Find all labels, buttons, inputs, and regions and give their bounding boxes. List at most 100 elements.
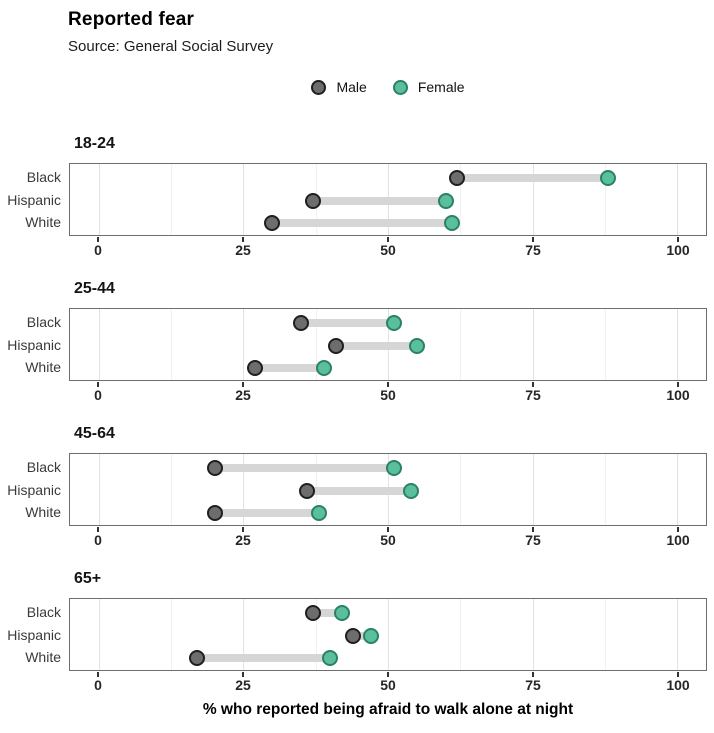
- facet-section: 65+ Black Hispanic White 0 25 50 75 100: [0, 565, 714, 710]
- dumbbell-segment: [312, 608, 342, 617]
- facet-section: 45-64 Black Hispanic White 0 25 50 75 100: [0, 420, 714, 565]
- female-dot: [385, 459, 402, 476]
- chart-title: Reported fear: [68, 9, 195, 30]
- minor-gridline: [171, 454, 173, 525]
- x-tick-mark: [242, 527, 244, 532]
- y-axis-label: Black: [26, 603, 61, 620]
- x-tick-mark: [677, 527, 679, 532]
- major-gridline: [677, 164, 679, 235]
- facet-section: 18-24 Black Hispanic White 0 25 50 75 100: [0, 130, 714, 275]
- minor-gridline: [604, 599, 606, 670]
- female-dot: [408, 337, 425, 354]
- major-gridline: [677, 309, 679, 380]
- legend-label-male: Male: [336, 79, 367, 95]
- x-tick-label: 0: [94, 677, 102, 693]
- x-tick-mark: [387, 382, 389, 387]
- x-tick-label: 50: [380, 532, 396, 548]
- x-tick-mark: [532, 672, 534, 677]
- facet-title: 18-24: [74, 135, 115, 152]
- male-dot: [264, 215, 281, 232]
- male-dot: [327, 337, 344, 354]
- x-tick-mark: [677, 237, 679, 242]
- x-tick-label: 100: [666, 242, 690, 258]
- x-tick-label: 100: [666, 532, 690, 548]
- minor-gridline: [171, 164, 173, 235]
- chart-header: Reported fear Source: General Social Sur…: [68, 9, 273, 55]
- x-tick-mark: [677, 382, 679, 387]
- y-axis-label: White: [25, 649, 61, 666]
- minor-gridline: [460, 164, 462, 235]
- x-tick-mark: [532, 527, 534, 532]
- major-gridline: [243, 454, 245, 525]
- female-dot: [333, 604, 350, 621]
- y-axis-label: Hispanic: [7, 626, 61, 643]
- dumbbell-segment: [307, 486, 412, 495]
- x-tick-label: 75: [525, 387, 541, 403]
- major-gridline: [532, 454, 534, 525]
- minor-gridline: [460, 309, 462, 380]
- major-gridline: [677, 454, 679, 525]
- male-dot: [345, 627, 362, 644]
- minor-gridline: [315, 309, 317, 380]
- x-tick-label: 50: [380, 387, 396, 403]
- x-tick-mark: [97, 672, 99, 677]
- male-dot: [449, 169, 466, 186]
- male-dot: [304, 604, 321, 621]
- y-axis-label: Black: [26, 313, 61, 330]
- minor-gridline: [460, 599, 462, 670]
- major-gridline: [243, 309, 245, 380]
- legend-label-female: Female: [417, 79, 465, 95]
- major-gridline: [532, 164, 534, 235]
- major-gridline: [532, 309, 534, 380]
- major-gridline: [677, 599, 679, 670]
- male-dot: [304, 192, 321, 209]
- y-axis-label: White: [25, 359, 61, 376]
- major-gridline: [243, 599, 245, 670]
- male-dot: [206, 459, 223, 476]
- dumbbell-segment: [457, 173, 608, 182]
- major-gridline: [388, 599, 389, 670]
- y-axis-label: Hispanic: [7, 191, 61, 208]
- dumbbell-segment: [255, 364, 325, 373]
- minor-gridline: [171, 599, 173, 670]
- female-dot: [310, 505, 327, 522]
- y-axis-label: White: [25, 504, 61, 521]
- female-swatch-icon: [392, 79, 408, 95]
- y-axis-label: Black: [26, 168, 61, 185]
- panel: [69, 163, 707, 236]
- minor-gridline: [171, 309, 173, 380]
- dumbbell-segment: [197, 654, 331, 663]
- dumbbell-segment: [335, 341, 417, 350]
- female-dot: [599, 169, 616, 186]
- x-axis-title: % who reported being afraid to walk alon…: [202, 701, 574, 718]
- major-gridline: [532, 599, 534, 670]
- x-tick-mark: [677, 672, 679, 677]
- major-gridline: [243, 164, 245, 235]
- female-dot: [437, 192, 454, 209]
- male-dot: [206, 505, 223, 522]
- x-tick-label: 0: [94, 532, 102, 548]
- dumbbell-segment: [214, 509, 319, 518]
- female-dot: [443, 215, 460, 232]
- male-dot: [189, 650, 206, 667]
- y-axis-label: Hispanic: [7, 481, 61, 498]
- minor-gridline: [604, 454, 606, 525]
- panel: [69, 598, 707, 671]
- x-tick-mark: [97, 237, 99, 242]
- x-tick-label: 25: [235, 532, 251, 548]
- legend-item-male: Male: [311, 79, 367, 95]
- female-dot: [403, 482, 420, 499]
- panel: [69, 308, 707, 381]
- x-tick-mark: [387, 527, 389, 532]
- x-tick-label: 50: [380, 677, 396, 693]
- major-gridline: [98, 454, 100, 525]
- y-axis-label: Hispanic: [7, 336, 61, 353]
- y-axis-label: White: [25, 214, 61, 231]
- minor-gridline: [460, 454, 462, 525]
- male-dot: [247, 360, 264, 377]
- female-dot: [322, 650, 339, 667]
- x-tick-label: 25: [235, 677, 251, 693]
- x-tick-mark: [242, 237, 244, 242]
- x-tick-mark: [97, 527, 99, 532]
